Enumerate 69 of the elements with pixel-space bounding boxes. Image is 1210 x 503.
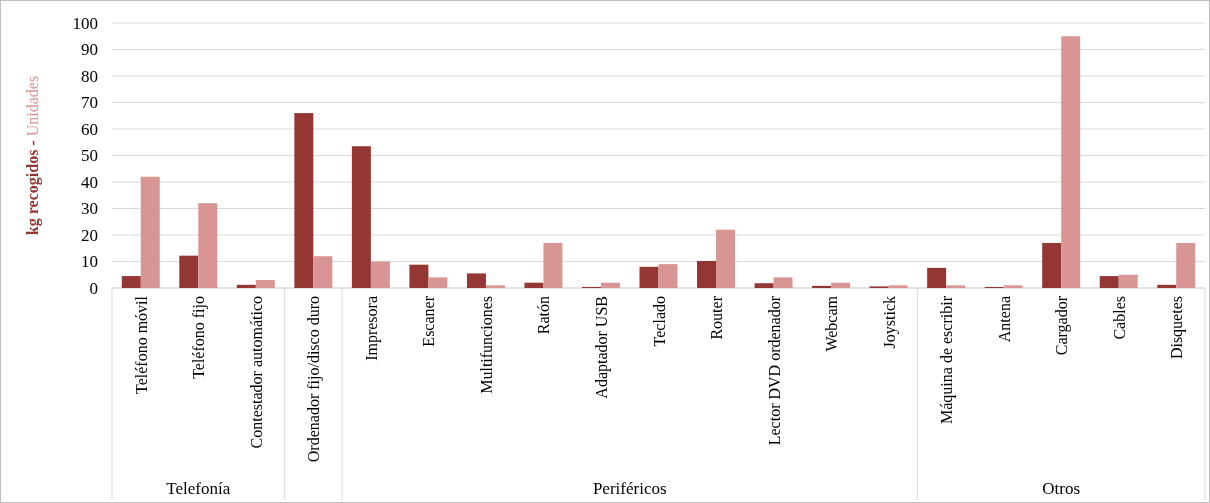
bar [409, 264, 429, 288]
x-tick-label: Disquetes [1168, 296, 1187, 360]
bar [428, 277, 448, 288]
bar [1042, 242, 1062, 288]
bar [927, 267, 947, 288]
x-tick-label: Router [708, 295, 726, 340]
bar [716, 229, 736, 288]
bar [697, 260, 717, 288]
x-tick-label: Ordenador fijo/disco duro [305, 296, 324, 463]
y-tick-label: 50 [81, 146, 98, 166]
y-axis-title: kg recogidos - Unidades [24, 75, 42, 236]
y-tick-label: 30 [81, 199, 98, 219]
bar [466, 273, 486, 288]
bar [812, 285, 832, 288]
bar [1176, 242, 1196, 288]
text: Telefonía [166, 479, 231, 498]
y-tick-label: 10 [81, 252, 98, 272]
bar [658, 264, 678, 288]
x-tick-label: Joystick [880, 296, 899, 349]
bar [121, 276, 141, 288]
bar [370, 261, 390, 288]
bar [485, 285, 505, 288]
bar [198, 203, 218, 288]
x-tick-label: Contestador automático [247, 296, 265, 449]
y-tick-label: 70 [81, 93, 98, 113]
x-tick-label: Impresora [362, 296, 381, 361]
y-tick-label: 60 [81, 119, 98, 139]
bar [831, 282, 851, 288]
bar [600, 282, 620, 288]
x-tick-label: Cargador [1053, 295, 1072, 356]
bar [888, 285, 908, 288]
x-tick-label: Cables [1110, 296, 1128, 340]
y-tick-label: 40 [81, 172, 98, 192]
bar [773, 277, 793, 288]
bar [754, 283, 774, 288]
y-tick-label: 80 [81, 66, 98, 86]
bar [236, 284, 256, 288]
text: Periféricos [592, 479, 667, 498]
bar [140, 176, 160, 288]
bar [1061, 36, 1081, 288]
y-tick-label: 0 [89, 278, 98, 298]
x-tick-label: Teléfono móvil [132, 295, 150, 394]
bar [1003, 285, 1023, 288]
x-tick-label: Webcam [823, 295, 841, 352]
bar [313, 256, 333, 288]
bar [255, 280, 275, 288]
text: Otros [1042, 479, 1081, 498]
bar [1099, 276, 1119, 288]
x-tick-label: Escaner [420, 295, 438, 347]
x-tick-label: Multifunciones [477, 296, 495, 394]
bar [1157, 284, 1177, 288]
bar [946, 285, 966, 288]
bar [351, 146, 371, 288]
bar [1118, 274, 1138, 288]
x-tick-label: Teclado [650, 296, 668, 347]
bar [179, 255, 199, 288]
x-tick-label: Antena [995, 296, 1013, 343]
y-tick-label: 90 [81, 40, 98, 60]
x-tick-label: Lector DVD ordenador [765, 295, 783, 446]
x-tick-label: Teléfono fijo [190, 296, 209, 379]
y-tick-label: 20 [81, 225, 98, 245]
bar [639, 266, 659, 288]
bar [294, 113, 314, 288]
x-tick-label: Ratón [535, 296, 553, 335]
y-tick-label: 100 [72, 13, 98, 33]
x-tick-label: Máquina de escribir [938, 295, 957, 424]
bar [543, 242, 563, 288]
bar [524, 282, 544, 288]
x-tick-label: Adaptador USB [592, 296, 611, 399]
